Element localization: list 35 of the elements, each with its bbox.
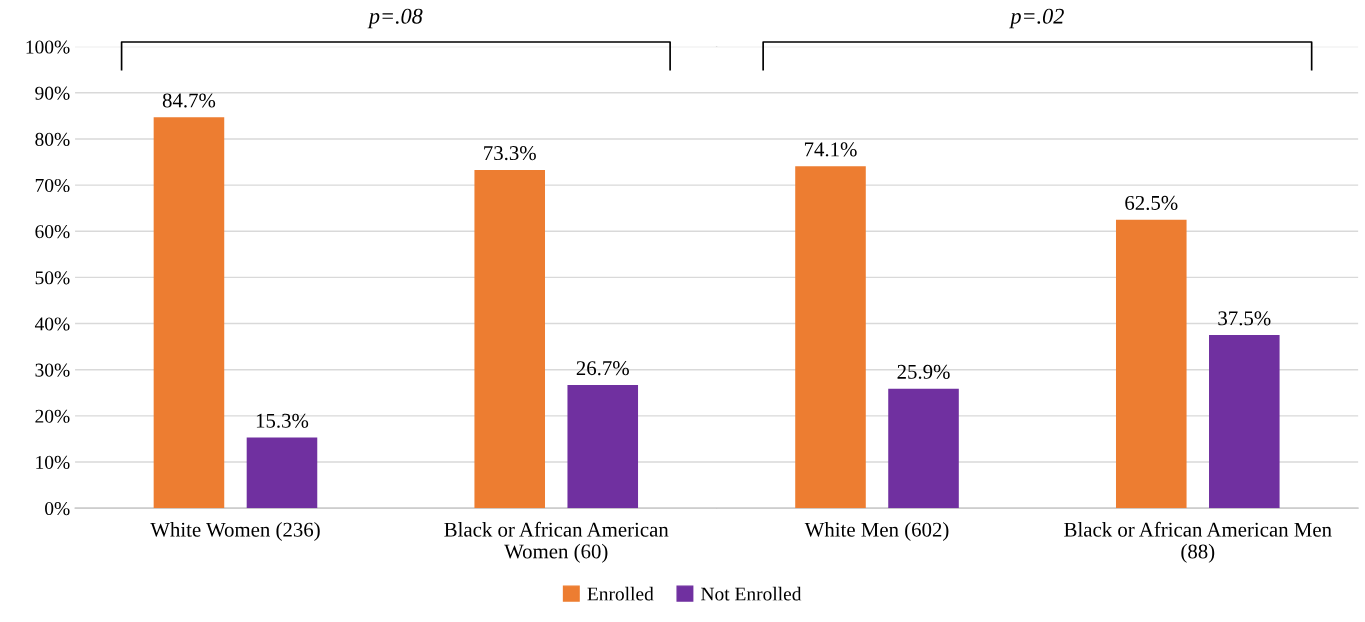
- x-tick-label: Black or African American Men (88): [1064, 521, 1332, 563]
- bar: [153, 117, 225, 509]
- y-tick-label: 70%: [35, 178, 70, 193]
- data-label: 62.5%: [1125, 195, 1178, 211]
- x-tick-label: Black or African American Women (60): [444, 521, 669, 563]
- legend-label: Not Enrolled: [701, 586, 802, 601]
- y-tick-label: 90%: [35, 86, 70, 100]
- y-tick-label: 20%: [35, 409, 70, 423]
- bar: [567, 384, 639, 509]
- x-tick-label: White Women (236): [150, 522, 320, 541]
- data-label: 37.5%: [1218, 311, 1271, 326]
- y-tick-label: 30%: [35, 363, 70, 377]
- x-tick-label: White Men (602): [804, 522, 949, 541]
- text: p=.08: [367, 8, 423, 29]
- bar: [246, 437, 318, 509]
- bar: [1115, 219, 1187, 509]
- data-label: 25.9%: [897, 364, 950, 379]
- data-label: 15.3%: [256, 413, 309, 428]
- bar: [795, 166, 866, 509]
- y-tick-label: 50%: [35, 271, 70, 285]
- y-tick-label: 0%: [45, 501, 70, 516]
- y-tick-label: 10%: [36, 455, 70, 470]
- y-tick-label: 60%: [35, 225, 70, 239]
- data-label: 84.7%: [162, 93, 216, 108]
- data-label: 73.3%: [484, 146, 536, 161]
- data-label: 74.1%: [804, 142, 857, 157]
- y-tick-label: 40%: [34, 317, 70, 331]
- bar: [888, 388, 959, 509]
- bar: [474, 169, 546, 509]
- y-tick-label: 80%: [35, 132, 70, 146]
- y-tick-label: 100%: [26, 40, 70, 54]
- data-label: 26.7%: [576, 361, 629, 376]
- legend-label: Enrolled: [587, 586, 654, 601]
- bar: [1209, 335, 1280, 509]
- text: p=.02: [1009, 8, 1064, 29]
